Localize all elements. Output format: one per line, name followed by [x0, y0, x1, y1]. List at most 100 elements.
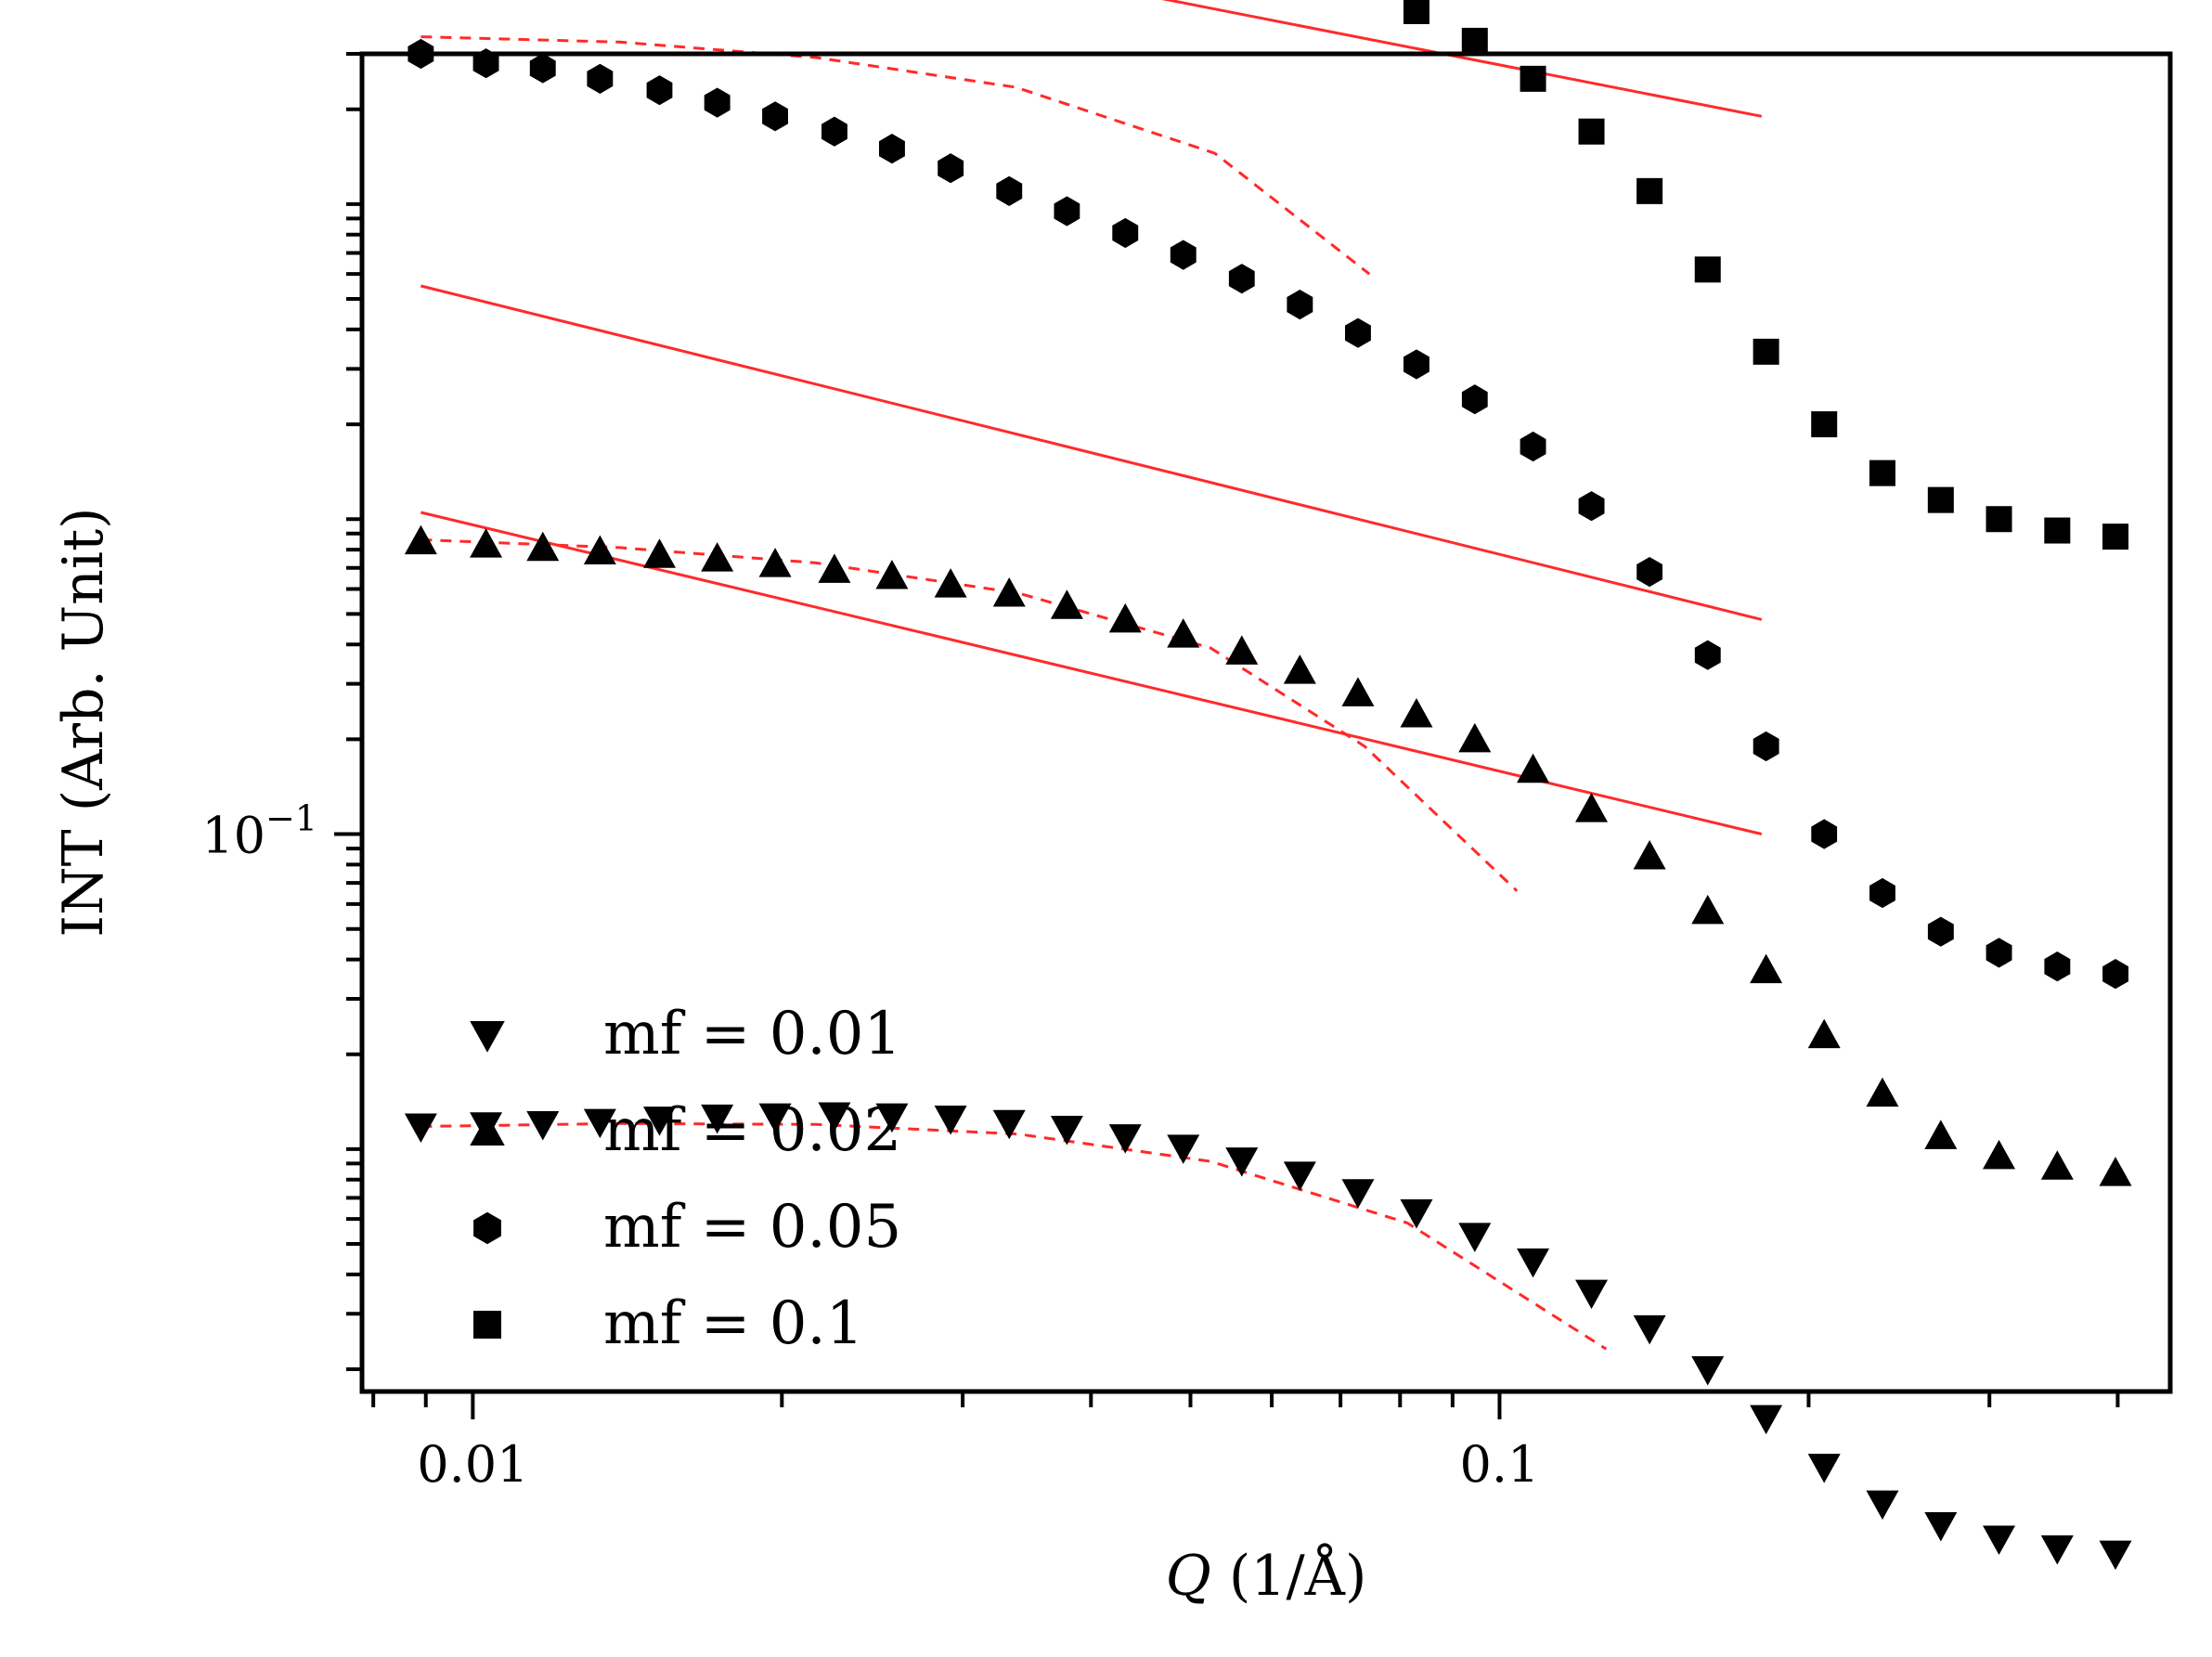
data-point [1807, 1018, 1841, 1049]
data-point [1517, 1248, 1550, 1278]
data-point [583, 1108, 616, 1139]
legend-label: mf = 0.02 [603, 1096, 901, 1165]
data-point [1869, 877, 1895, 909]
data-point [1636, 557, 1662, 588]
data-point [642, 538, 676, 568]
data-point [1986, 938, 2012, 968]
data-point [758, 548, 792, 577]
data-point [1750, 953, 1783, 984]
data-point [583, 535, 616, 564]
data-point [1054, 196, 1080, 227]
data-point [2044, 951, 2071, 982]
data-point [1866, 1077, 1899, 1107]
data-point [1811, 411, 1838, 438]
data-point [1225, 1147, 1259, 1177]
legend-marker-triangle-up [470, 1114, 505, 1146]
data-point [1753, 338, 1779, 365]
data-point [1575, 793, 1609, 822]
data-point [1108, 602, 1142, 633]
data-point [875, 1103, 909, 1133]
data-point [1986, 506, 2012, 533]
plot-layer [404, 0, 2132, 1571]
data-point [1403, 0, 1429, 24]
data-point [758, 1103, 792, 1133]
series-hexagon [407, 38, 2128, 990]
data-point [1927, 916, 1954, 947]
data-point [1400, 1198, 1433, 1229]
data-point [1225, 635, 1259, 665]
data-point [1167, 618, 1200, 648]
data-point [526, 531, 560, 562]
data-point [2102, 959, 2128, 990]
data-point [701, 1104, 734, 1134]
data-point [1458, 1223, 1492, 1252]
x-tick-label: 0.1 [1460, 1435, 1540, 1494]
data-point [1170, 239, 1197, 270]
data-point [1517, 753, 1550, 783]
data-point [1866, 1490, 1899, 1521]
data-point [875, 559, 909, 589]
data-point [1633, 1314, 1666, 1345]
data-point [1287, 290, 1313, 320]
data-point [646, 75, 673, 106]
data-point [992, 576, 1026, 607]
legend-marker-square [473, 1311, 501, 1339]
x-axis-variable: Q [1166, 1544, 1211, 1609]
data-point [1927, 486, 1954, 513]
data-point [2044, 517, 2071, 544]
data-point [934, 568, 967, 598]
data-point [1458, 722, 1492, 753]
x-tick-label: 0.01 [417, 1435, 528, 1494]
data-point [2102, 524, 2129, 550]
data-point [1050, 589, 1083, 619]
data-point [1983, 1525, 2016, 1555]
data-point [934, 1105, 967, 1135]
data-point [996, 175, 1023, 206]
data-point [2040, 1150, 2074, 1180]
data-point [1636, 177, 1663, 204]
x-axis-unit: (1/Å) [1211, 1543, 1367, 1609]
guinier-fit-dashed-5 [420, 35, 1371, 276]
series-triangle-up [404, 524, 2132, 1186]
data-point [529, 53, 556, 84]
legend-marker-triangle-down [470, 1021, 505, 1053]
data-point [1228, 264, 1255, 294]
data-point [526, 1111, 560, 1141]
data-point [821, 116, 847, 147]
data-point [938, 153, 964, 184]
data-point [1341, 677, 1375, 706]
legend-label: mf = 0.1 [603, 1289, 863, 1358]
power-law-fit-line-2 [420, 284, 1763, 621]
data-point [1050, 1116, 1083, 1146]
data-point [642, 1107, 676, 1136]
data-point [1520, 65, 1546, 92]
data-point [1691, 894, 1725, 925]
data-point [818, 1102, 851, 1132]
data-point [1575, 1279, 1609, 1310]
data-point [1283, 1161, 1316, 1191]
data-point [1694, 640, 1721, 670]
data-point [1108, 1124, 1142, 1154]
data-point [1167, 1134, 1200, 1164]
legend-label: mf = 0.01 [603, 1000, 901, 1068]
data-point [404, 524, 437, 555]
data-point [2099, 1540, 2132, 1571]
data-point [1811, 819, 1838, 849]
data-point [1341, 1179, 1375, 1209]
data-point [1694, 256, 1721, 283]
data-point [1691, 1356, 1725, 1386]
x-axis-label: Q (1/Å) [1166, 1543, 1367, 1609]
data-point [1461, 27, 1488, 54]
data-point [470, 528, 503, 558]
series-square [1403, 0, 2129, 550]
data-point [879, 134, 905, 164]
data-point [2099, 1157, 2132, 1186]
data-point [1461, 384, 1488, 415]
legend: mf = 0.01 mf = 0.02 mf = 0.05 mf = 0.1 [470, 1000, 901, 1358]
data-point [1520, 431, 1546, 462]
data-point [992, 1109, 1026, 1140]
legend-marker-hexagon [473, 1211, 501, 1245]
data-point [1400, 698, 1433, 728]
